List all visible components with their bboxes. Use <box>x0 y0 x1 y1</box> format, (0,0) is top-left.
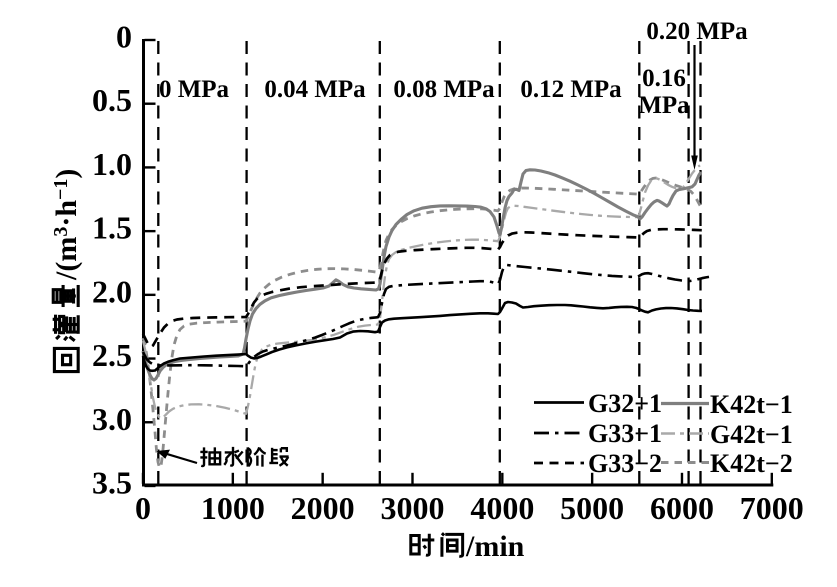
svg-text:0 MPa: 0 MPa <box>159 76 230 103</box>
svg-text:1.0: 1.0 <box>92 146 132 182</box>
svg-text:1.5: 1.5 <box>92 210 132 246</box>
svg-text:0.04 MPa: 0.04 MPa <box>264 76 366 103</box>
svg-text:5000: 5000 <box>560 490 624 526</box>
svg-text:2.5: 2.5 <box>92 337 132 373</box>
svg-text:3000: 3000 <box>380 490 444 526</box>
svg-text:0.16: 0.16 <box>642 65 686 92</box>
svg-text:0: 0 <box>135 490 151 526</box>
svg-text:0.12 MPa: 0.12 MPa <box>520 76 622 103</box>
svg-text:G33−1: G33−1 <box>588 419 662 448</box>
svg-text:/min: /min <box>465 530 525 563</box>
svg-text:G32+1: G32+1 <box>588 389 662 418</box>
svg-text:0.5: 0.5 <box>92 82 132 118</box>
svg-text:K42t−1: K42t−1 <box>710 390 793 419</box>
svg-text:MPa: MPa <box>638 92 690 119</box>
svg-text:G42t−1: G42t−1 <box>710 420 793 449</box>
svg-text:2.0: 2.0 <box>92 273 132 309</box>
svg-text:7000: 7000 <box>740 490 804 526</box>
svg-text:0.08 MPa: 0.08 MPa <box>393 76 495 103</box>
svg-text:6000: 6000 <box>650 490 714 526</box>
svg-text:2000: 2000 <box>291 490 355 526</box>
svg-text:3.0: 3.0 <box>92 401 132 437</box>
svg-text:G33−2: G33−2 <box>588 449 662 478</box>
svg-text:0: 0 <box>116 19 132 55</box>
svg-text:0.20 MPa: 0.20 MPa <box>646 18 748 45</box>
svg-text:3.5: 3.5 <box>92 464 132 500</box>
svg-text:4000: 4000 <box>470 490 534 526</box>
svg-text:1000: 1000 <box>201 490 265 526</box>
svg-text:K42t−2: K42t−2 <box>710 449 793 478</box>
